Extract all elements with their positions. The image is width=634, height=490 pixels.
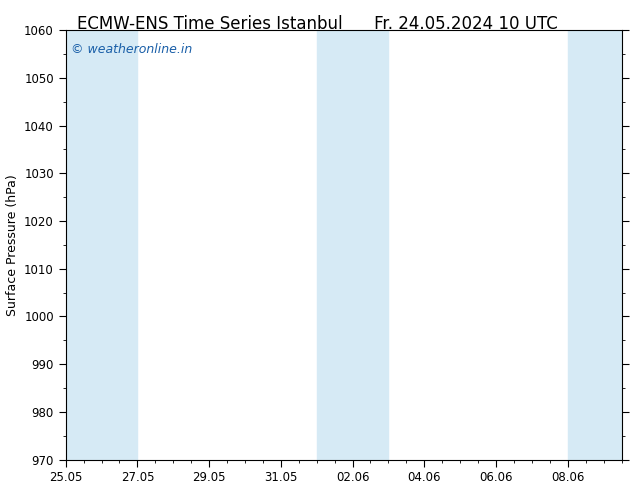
Text: ECMW-ENS Time Series Istanbul      Fr. 24.05.2024 10 UTC: ECMW-ENS Time Series Istanbul Fr. 24.05.… [77,15,557,33]
Text: © weatheronline.in: © weatheronline.in [71,43,193,56]
Bar [567,30,621,460]
Bar [66,30,101,460]
Bar [101,30,138,460]
Bar [353,30,389,460]
Y-axis label: Surface Pressure (hPa): Surface Pressure (hPa) [6,174,18,316]
Bar [317,30,353,460]
